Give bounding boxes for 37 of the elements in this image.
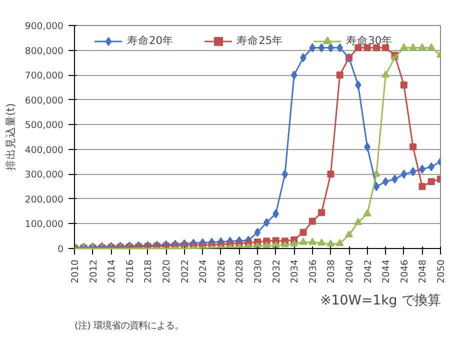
legend-label: 寿命30年 xyxy=(346,34,393,48)
y-tick-label: 400,000 xyxy=(24,144,64,156)
x-tick-label: 2048 xyxy=(418,259,429,284)
x-tick-label: 2010 xyxy=(70,259,81,284)
x-tick-label: 2022 xyxy=(180,259,191,284)
x-tick-label: 2026 xyxy=(216,259,228,284)
x-tick-label: 2014 xyxy=(106,259,118,284)
y-tick-label: 0 xyxy=(58,244,64,255)
y-tick-label: 700,000 xyxy=(24,70,64,82)
y-tick-label: 600,000 xyxy=(24,95,64,106)
x-tick-label: 2024 xyxy=(198,259,210,284)
x-tick-label: 2028 xyxy=(234,259,246,284)
y-tick-label: 300,000 xyxy=(24,170,64,181)
x-tick-label: 2016 xyxy=(124,259,136,284)
x-tick-label: 2050 xyxy=(436,259,447,284)
text: (注) 環境省の資料による。 xyxy=(74,320,184,332)
x-tick-label: 2038 xyxy=(326,259,338,284)
legend-label: 寿命25年 xyxy=(236,34,284,48)
x-tick-label: 2030 xyxy=(253,259,264,284)
x-tick-label: 2044 xyxy=(381,259,392,284)
y-tick-label: 900,000 xyxy=(24,21,64,32)
x-tick-label: 2032 xyxy=(271,259,282,284)
y-tick-label: 800,000 xyxy=(24,46,64,57)
x-tick-label: 2018 xyxy=(143,259,154,284)
text: ※10W=1kg で換算 xyxy=(320,294,441,308)
x-tick-label: 2040 xyxy=(344,259,356,284)
x-tick-label: 2034 xyxy=(290,259,301,284)
x-tick-label: 2042 xyxy=(362,259,374,284)
y-tick-label: 100,000 xyxy=(24,219,64,230)
x-tick-label: 2020 xyxy=(162,259,172,284)
y-axis-title: 排出見込量(t) xyxy=(4,103,17,171)
legend-label: 寿命20年 xyxy=(127,34,174,48)
x-tick-label: 2036 xyxy=(308,259,319,284)
y-tick-label: 500,000 xyxy=(24,120,64,132)
x-tick-label: 2012 xyxy=(88,259,100,284)
x-tick-label: 2046 xyxy=(399,259,410,284)
y-tick-label: 200,000 xyxy=(24,194,64,206)
